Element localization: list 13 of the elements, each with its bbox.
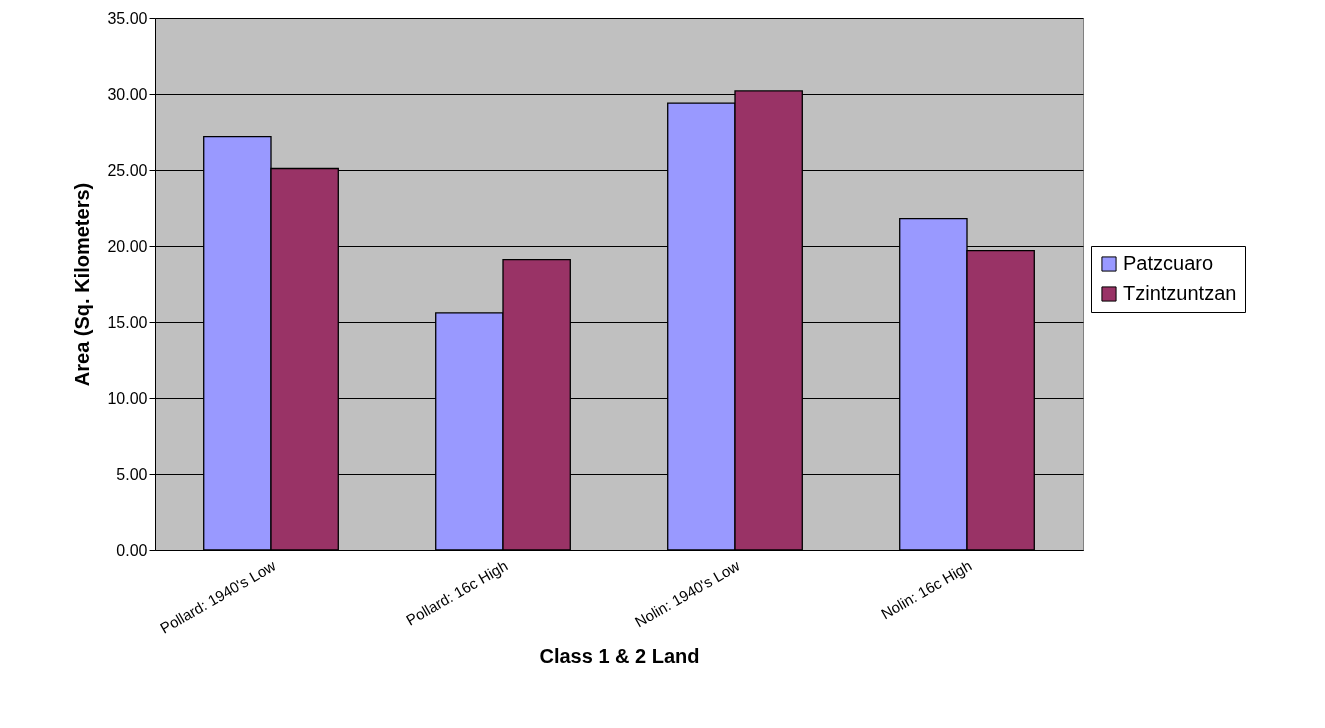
y-axis-title: Area (Sq. Kilometers): [71, 182, 94, 387]
y-tick-label: 25.00: [107, 161, 148, 179]
y-tick-label: 35.00: [107, 9, 148, 27]
y-tick-label: 0.00: [116, 541, 148, 559]
legend-label: Tzintzuntzan: [1123, 282, 1237, 304]
y-tick-label: 10.00: [107, 389, 148, 407]
y-tick-label: 5.00: [116, 465, 148, 483]
y-tick-label: 30.00: [107, 85, 148, 103]
legend-label: Patzcuaro: [1123, 252, 1214, 274]
y-tick-label: 15.00: [107, 313, 148, 331]
x-axis-title: Class 1 & 2 Land: [539, 644, 700, 667]
y-tick-label: 20.00: [107, 237, 148, 255]
x-tick-label: Nolin: 16c High: [877, 556, 975, 623]
